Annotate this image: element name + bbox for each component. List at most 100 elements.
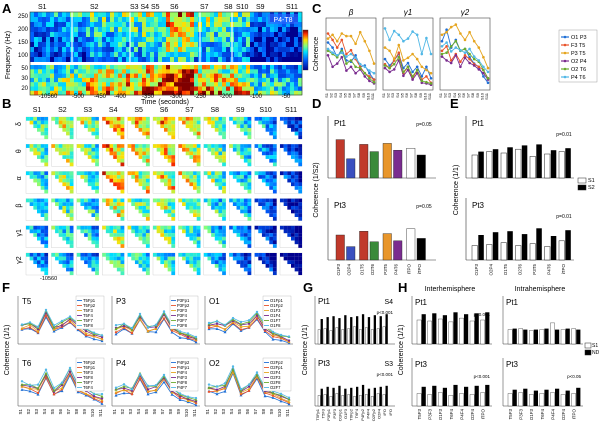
spectrogram-cell — [74, 65, 79, 70]
series-point — [472, 55, 476, 58]
matrix-cell — [265, 225, 270, 230]
bar-white — [459, 393, 464, 407]
bar-s2 — [507, 231, 513, 260]
matrix-cell — [33, 147, 38, 152]
matrix-cell — [298, 155, 303, 159]
matrix-cell — [69, 264, 74, 268]
matrix-cell — [113, 264, 117, 268]
matrix-cell — [232, 202, 237, 206]
matrix-cell — [214, 178, 219, 183]
spectrogram-cell — [274, 90, 279, 96]
spectrogram-cell — [154, 82, 159, 87]
spectrogram-cell — [214, 47, 219, 53]
spectrogram-cell — [138, 22, 143, 28]
matrix-cell — [193, 147, 197, 152]
legend-label: T6F8 — [83, 375, 93, 380]
matrix-cell — [243, 267, 248, 272]
matrix-cell — [171, 267, 176, 272]
matrix-cell — [258, 229, 262, 234]
matrix-cell — [294, 229, 299, 234]
matrix-cell — [229, 144, 233, 148]
spectrogram-cell — [46, 32, 51, 38]
matrix-cell — [196, 256, 201, 261]
matrix-cell — [291, 236, 295, 241]
matrix-cell — [171, 171, 176, 176]
matrix-cell — [66, 205, 70, 210]
matrix-cell — [272, 178, 277, 183]
spectrogram-frame — [29, 11, 303, 96]
matrix-cell — [69, 253, 74, 257]
matrix-cell — [87, 236, 92, 241]
series-point — [20, 383, 24, 386]
matrix-cell — [236, 202, 241, 206]
series-point — [420, 75, 424, 78]
spectrogram-cell — [298, 17, 303, 23]
spectrogram-cell — [174, 65, 179, 70]
matrix-cell — [120, 264, 125, 268]
matrix-cell — [283, 198, 288, 203]
matrix-cell — [44, 240, 49, 245]
matrix-cell — [171, 236, 176, 241]
series-point — [178, 396, 182, 400]
spectrogram-cell — [246, 57, 251, 63]
matrix-cell — [138, 178, 143, 183]
series-point — [100, 402, 104, 405]
spectrogram-cell — [158, 57, 163, 63]
matrix-cell — [33, 256, 38, 261]
matrix-cell — [240, 144, 244, 148]
spectrogram-cell — [74, 52, 79, 58]
matrix-cell — [243, 229, 248, 234]
spectrogram-cell — [214, 90, 219, 96]
series-point — [68, 370, 72, 373]
y-tick-label: 250 — [18, 14, 29, 20]
bar-white — [480, 319, 485, 345]
matrix-cell — [69, 236, 74, 241]
bar-black — [326, 317, 329, 344]
spectrogram-cell — [258, 57, 263, 63]
matrix-cell — [145, 178, 150, 183]
spectrogram-cell — [270, 77, 275, 83]
matrix-cell — [236, 205, 241, 210]
stage-label: S10 — [259, 107, 272, 114]
series-point — [425, 36, 428, 40]
matrix-cell — [258, 171, 262, 176]
bar — [359, 144, 369, 179]
bar-black — [533, 329, 538, 344]
spectrogram-cell — [74, 37, 79, 43]
matrix-cell — [113, 209, 117, 214]
matrix-cell — [178, 225, 183, 230]
matrix-cell — [272, 128, 277, 132]
coherence-matrix — [229, 252, 252, 276]
matrix-cell — [76, 198, 81, 203]
matrix-cell — [261, 120, 266, 125]
matrix-cell — [120, 124, 125, 129]
spectrogram-cell — [98, 57, 103, 63]
matrix-cell — [91, 205, 96, 210]
matrix-cell — [167, 155, 172, 159]
coherence-matrix — [51, 171, 74, 194]
matrix-cell — [69, 240, 74, 245]
band-label: α — [16, 176, 23, 180]
matrix-cell — [120, 147, 125, 152]
x-tick-label: S4 — [229, 409, 234, 415]
bar-black — [379, 316, 382, 344]
series-point — [146, 384, 150, 388]
spectrogram-cell — [98, 12, 103, 18]
spectrogram-cell — [274, 57, 279, 63]
spectrogram-cell — [114, 22, 119, 28]
x-tick-label: S11 — [484, 92, 489, 100]
spectrogram-cell — [50, 65, 55, 70]
spectrogram-cell — [118, 86, 123, 91]
series-point — [154, 390, 158, 394]
spectrogram-cell — [254, 90, 259, 96]
spectrogram-cell — [294, 65, 299, 70]
x-tick-label: -300 — [170, 94, 183, 100]
matrix-cell — [218, 198, 223, 203]
matrix-cell — [120, 209, 125, 214]
matrix-cell — [26, 253, 30, 257]
spectrogram-cell — [170, 32, 175, 38]
spectrogram-cell — [290, 57, 295, 63]
matrix-cell — [196, 135, 201, 140]
spectrogram-cell — [182, 47, 187, 53]
matrix-cell — [156, 253, 161, 257]
